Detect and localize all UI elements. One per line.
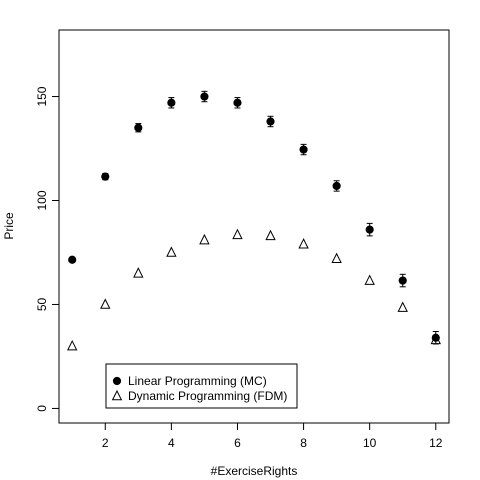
- legend-box: [105, 363, 298, 409]
- data-point: [166, 246, 177, 257]
- plot-frame: [58, 29, 450, 424]
- data-point: [67, 339, 78, 351]
- y-tick-label: 50: [35, 297, 49, 311]
- legend-label: Linear Programming (MC): [128, 374, 267, 388]
- y-axis-title: Price: [2, 212, 16, 240]
- x-axis: 2 4 6 8 10 12: [102, 423, 443, 450]
- data-point: [332, 181, 341, 191]
- x-tick-label: 8: [300, 436, 307, 450]
- data-point: [298, 238, 309, 249]
- data-point: [398, 276, 407, 285]
- data-point: [266, 117, 275, 126]
- y-tick-label: 0: [35, 405, 49, 412]
- data-point: [232, 228, 243, 240]
- data-point: [200, 92, 209, 101]
- data-point: [364, 274, 375, 285]
- data-point: [167, 98, 176, 107]
- data-point: [265, 229, 276, 241]
- x-tick-label: 4: [168, 436, 175, 450]
- data-point: [233, 98, 242, 107]
- y-axis: 0 50 100 150: [35, 86, 59, 412]
- y-tick-label: 150: [35, 86, 49, 106]
- data-point: [199, 233, 210, 245]
- data-point: [331, 252, 342, 264]
- x-tick-label: 10: [363, 436, 377, 450]
- x-tick-label: 6: [234, 436, 241, 450]
- plot-area: [58, 29, 450, 424]
- legend-marker-circle: [112, 376, 122, 386]
- data-point: [365, 225, 374, 234]
- data-point: [397, 301, 408, 312]
- x-tick-label: 12: [429, 436, 443, 450]
- data-point: [68, 255, 77, 264]
- y-tick-label: 100: [35, 190, 49, 210]
- data-point: [133, 267, 144, 278]
- series-dynamic-programming: [67, 228, 441, 351]
- legend: Linear Programming (MC)Dynamic Programmi…: [105, 363, 298, 409]
- series-linear-programming: [68, 90, 440, 345]
- series-group: [67, 90, 441, 351]
- data-point: [430, 333, 441, 345]
- x-axis-title: #ExerciseRights: [211, 464, 298, 478]
- data-point: [134, 123, 143, 132]
- data-point: [100, 298, 111, 309]
- legend-label: Dynamic Programming (FDM): [128, 389, 287, 403]
- legend-items: Linear Programming (MC)Dynamic Programmi…: [111, 374, 287, 403]
- x-tick-label: 2: [102, 436, 109, 450]
- legend-marker-triangle: [111, 389, 123, 401]
- data-point: [299, 145, 308, 154]
- data-point: [101, 172, 110, 181]
